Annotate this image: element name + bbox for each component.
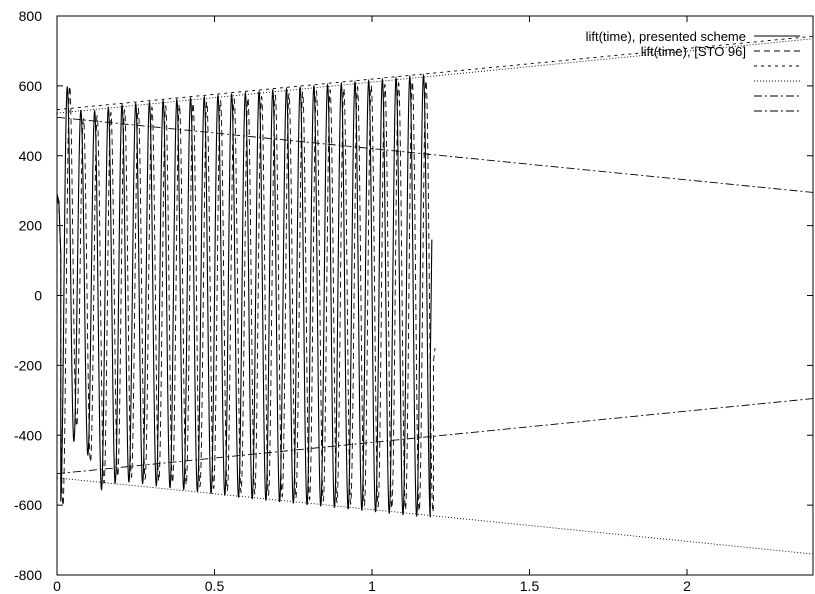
x-tick-label: 0 — [53, 578, 61, 594]
x-tick-label: 2 — [683, 578, 691, 594]
y-tick-label: 400 — [19, 148, 43, 164]
y-tick-label: -400 — [14, 427, 42, 443]
y-tick-label: -200 — [14, 357, 42, 373]
y-tick-label: 600 — [19, 78, 43, 94]
series-layer — [56, 35, 814, 555]
y-tick-label: 200 — [19, 218, 43, 234]
series-0-line — [56, 73, 433, 518]
legend-label: lift(time), presented scheme — [586, 29, 746, 44]
series-6-line — [56, 398, 814, 475]
axis-ticks: -800 -600 -400 -200 0 200 400 600 800 0 0.5 1 1.5 2 — [14, 8, 813, 594]
x-tick-label: 1.5 — [520, 578, 540, 594]
y-tick-label: -600 — [14, 497, 42, 513]
legend: lift(time), presented schemelift(time), … — [586, 29, 800, 112]
y-tick-label: -800 — [14, 567, 42, 583]
series-3-line — [56, 38, 814, 114]
y-tick-label: 800 — [19, 8, 43, 24]
y-tick-label: 0 — [34, 288, 42, 304]
series-5-line — [56, 116, 814, 193]
series-2-line — [56, 35, 814, 111]
x-tick-label: 0.5 — [205, 578, 225, 594]
plot-frame — [56, 15, 814, 576]
legend-label: lift(time), [STO 96] — [641, 44, 746, 59]
series-4-line — [56, 477, 814, 555]
x-tick-label: 1 — [368, 578, 376, 594]
series-1-line — [56, 79, 436, 513]
